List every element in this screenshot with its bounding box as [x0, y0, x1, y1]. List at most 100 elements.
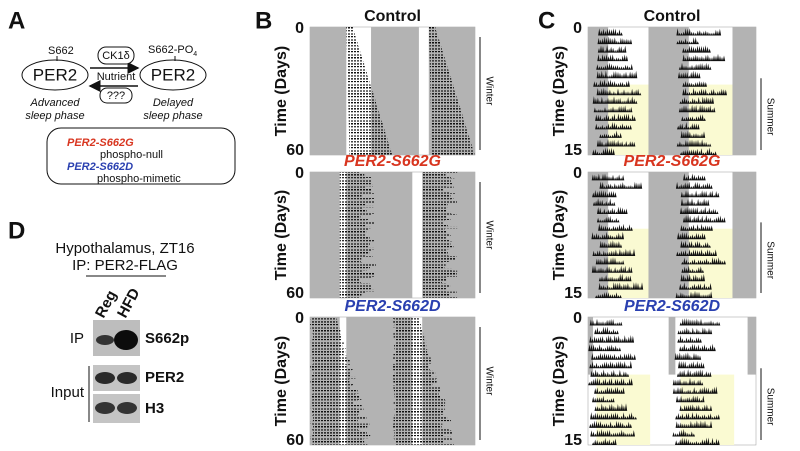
activity [339, 182, 371, 185]
activity [595, 291, 622, 298]
activity [393, 402, 446, 405]
activity [596, 62, 633, 70]
activity [422, 209, 447, 212]
dark-phase [310, 27, 347, 155]
activity [422, 205, 448, 208]
activity [422, 235, 451, 237]
activity [596, 139, 636, 147]
activity [339, 243, 370, 246]
y-axis-label: Time (Days) [551, 336, 568, 426]
activity [392, 385, 433, 387]
activity [394, 372, 436, 375]
plot-title: PER2-S662D [624, 298, 720, 315]
activity [681, 265, 704, 273]
activity [339, 295, 360, 298]
phenotype: Advanced [30, 97, 81, 109]
activity [593, 79, 630, 87]
activity [339, 216, 361, 218]
activity [339, 218, 369, 220]
activity [312, 419, 358, 422]
activity [392, 363, 429, 366]
activity [339, 176, 372, 178]
activity [310, 340, 342, 343]
activity [682, 87, 727, 96]
activity [339, 190, 371, 193]
y-axis-label: Time (Days) [273, 336, 290, 426]
plot-title: PER2-S662G [624, 153, 721, 170]
activity [422, 258, 456, 260]
activity [422, 256, 457, 258]
activity [395, 342, 425, 345]
activity [678, 104, 716, 113]
activity [310, 421, 359, 424]
activity [422, 174, 446, 176]
activity [422, 285, 451, 288]
season-label: Summer [764, 388, 775, 426]
blot-label: PER2 [145, 369, 184, 386]
activity [394, 395, 441, 398]
activity [429, 67, 448, 70]
activity [682, 45, 711, 53]
activity [349, 140, 388, 142]
band [114, 330, 138, 350]
activity [312, 346, 346, 349]
activity [422, 279, 447, 281]
activity [348, 110, 379, 112]
activity [588, 377, 633, 386]
activity [422, 224, 448, 227]
activity [346, 27, 353, 29]
activity [422, 281, 443, 283]
activity [313, 432, 367, 434]
activity [422, 176, 451, 178]
activity [678, 62, 712, 70]
activity [431, 135, 470, 138]
activity [422, 199, 452, 201]
activity [311, 351, 346, 353]
activity [339, 247, 376, 250]
activity [312, 342, 345, 345]
activity [346, 35, 356, 38]
activity [672, 386, 718, 394]
activity [592, 395, 615, 403]
activity [422, 220, 446, 222]
activity [422, 247, 449, 250]
season-label: Winter [483, 77, 494, 107]
activity [339, 207, 363, 210]
activity [422, 188, 443, 191]
activity [313, 391, 359, 394]
activity [311, 374, 351, 377]
activity [339, 260, 361, 262]
activity [348, 99, 376, 102]
activity [591, 352, 636, 360]
activity [339, 256, 373, 258]
activity [349, 144, 390, 147]
activity [349, 148, 391, 151]
activity [429, 41, 441, 44]
tick-label: 0 [573, 20, 582, 37]
activity [395, 406, 438, 409]
activity [394, 408, 446, 411]
activity [422, 207, 447, 210]
dark-phase [732, 172, 756, 298]
phenotype: sleep phase [25, 110, 84, 122]
activity [592, 190, 617, 198]
activity [339, 184, 373, 187]
activity [589, 318, 623, 326]
activity [676, 139, 712, 147]
activity [672, 428, 695, 437]
activity [310, 438, 364, 441]
blot-label: H3 [145, 400, 164, 417]
activity [348, 120, 382, 123]
activity [393, 381, 437, 383]
activity [422, 268, 452, 271]
activity [429, 61, 446, 63]
activity [392, 374, 432, 377]
activity [339, 264, 376, 267]
activity [589, 420, 632, 428]
activity [430, 88, 455, 91]
activity [680, 240, 711, 248]
activity [431, 127, 467, 129]
activity [422, 277, 447, 279]
activity [339, 237, 370, 239]
activity [676, 28, 722, 36]
